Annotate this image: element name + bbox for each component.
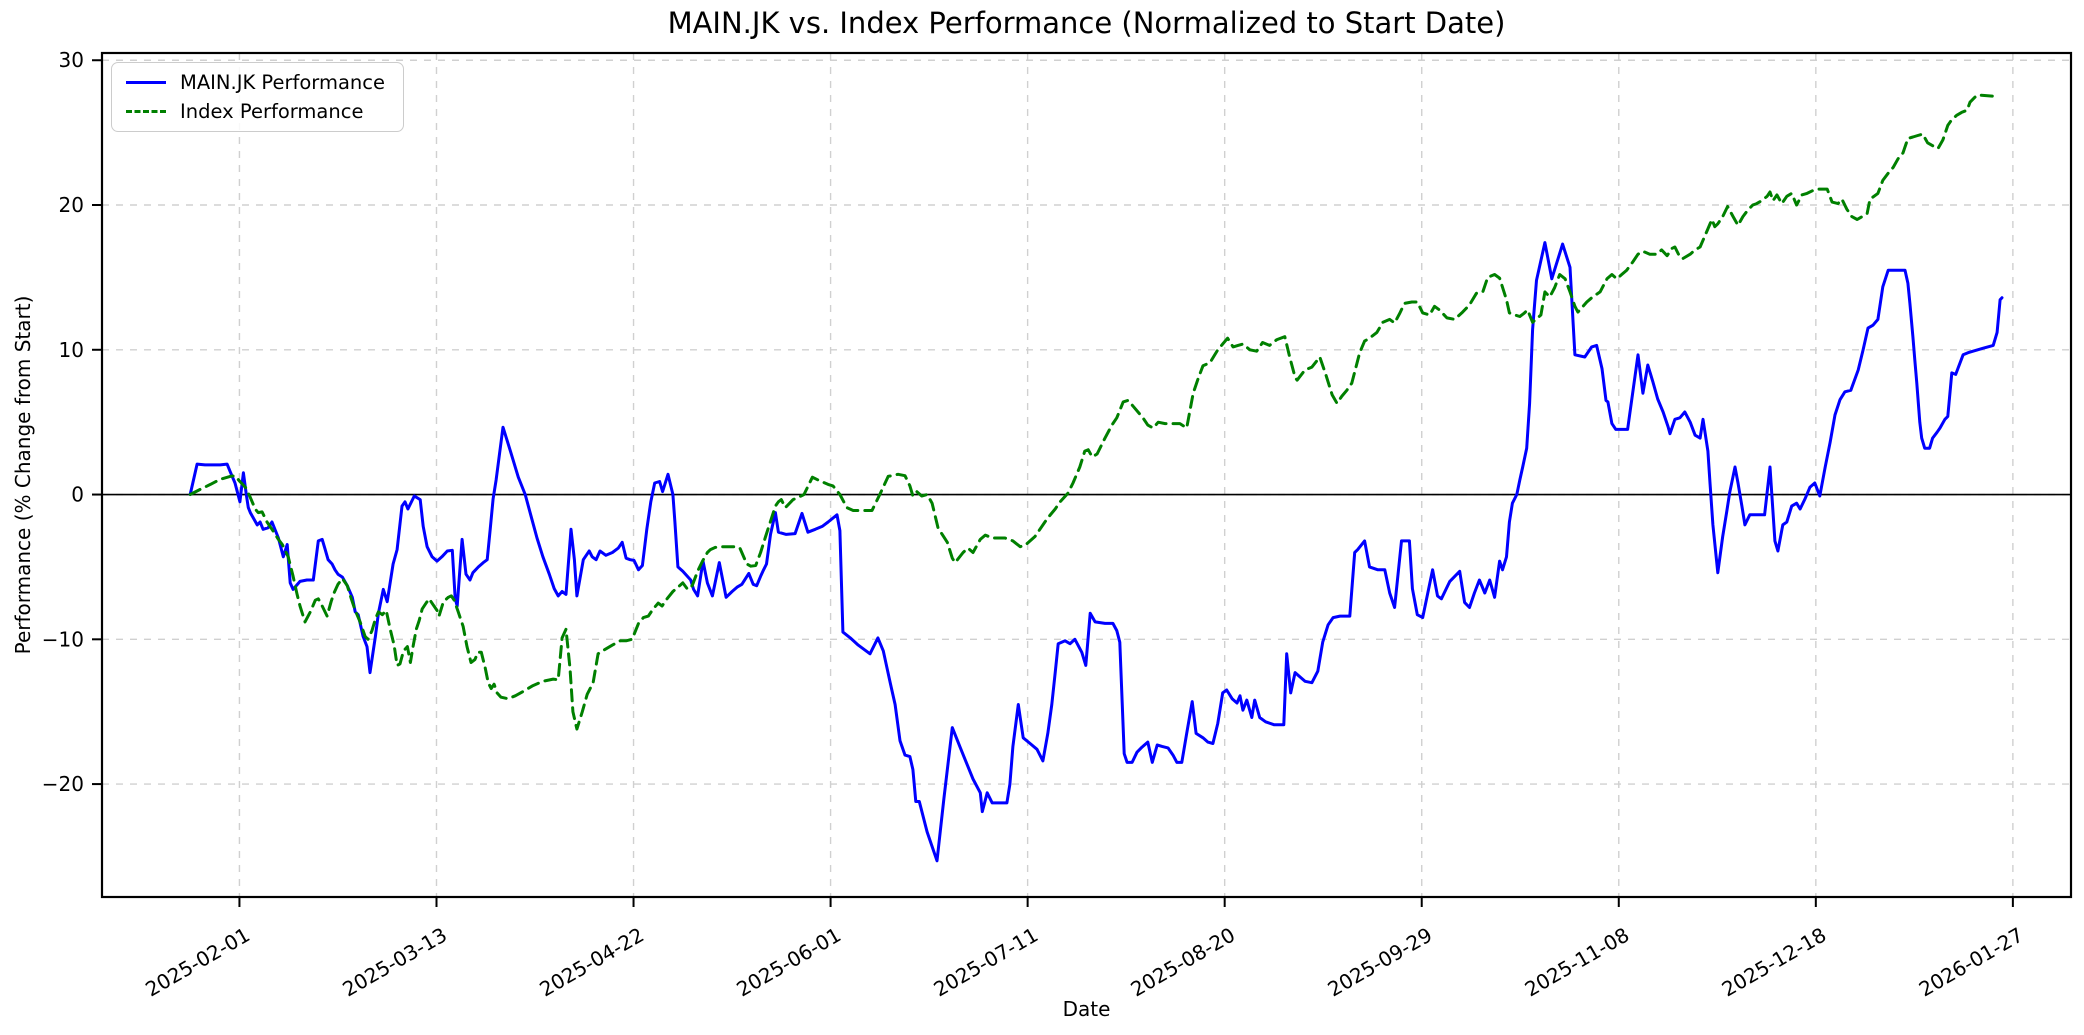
x-tick-label: 2025-12-18 (1718, 923, 1831, 1002)
chart-title: MAIN.JK vs. Index Performance (Normalize… (668, 6, 1506, 40)
x-tick-label: 2025-07-11 (929, 923, 1042, 1002)
x-tick-label: 2026-01-27 (1915, 923, 2028, 1002)
x-tick-label: 2025-04-22 (535, 923, 648, 1002)
x-tick-label: 2025-09-29 (1324, 923, 1437, 1002)
index-performance-line (188, 93, 1998, 731)
x-tick-label: 2025-08-20 (1127, 923, 1240, 1002)
y-tick-label: 20 (59, 193, 84, 217)
legend: MAIN.JK Performance Index Performance (111, 62, 405, 132)
x-axis-label: Date (1063, 997, 1111, 1021)
x-tick-label: 2025-11-08 (1521, 923, 1634, 1002)
y-tick-label: 30 (59, 48, 84, 72)
x-tick-label: 2025-02-01 (141, 923, 254, 1002)
x-tick-label: 2025-06-01 (732, 923, 845, 1002)
tick-layer: 2025-02-01 2025-03-13 2025-04-22 2025-06-01… (42, 48, 2028, 1001)
y-axis-label: Performance (% Change from Start) (11, 296, 35, 655)
y-tick-label: 0 (71, 483, 84, 507)
main-performance-line (188, 241, 2004, 863)
legend-label: Index Performance (180, 99, 364, 123)
legend-label: MAIN.JK Performance (180, 71, 386, 94)
y-tick-label: −10 (42, 627, 84, 651)
grid-layer (102, 53, 2071, 897)
series-layer (188, 93, 2004, 863)
x-tick-label: 2025-03-13 (338, 923, 451, 1002)
plot-border (100, 51, 2073, 899)
y-tick-label: −20 (42, 772, 84, 796)
legend-item: MAIN.JK Performance (126, 73, 385, 93)
legend-item: Index Performance (126, 99, 385, 123)
solid-line-swatch-icon (126, 81, 166, 85)
y-tick-label: 10 (59, 338, 84, 362)
dashed-line-swatch-icon (126, 109, 166, 113)
